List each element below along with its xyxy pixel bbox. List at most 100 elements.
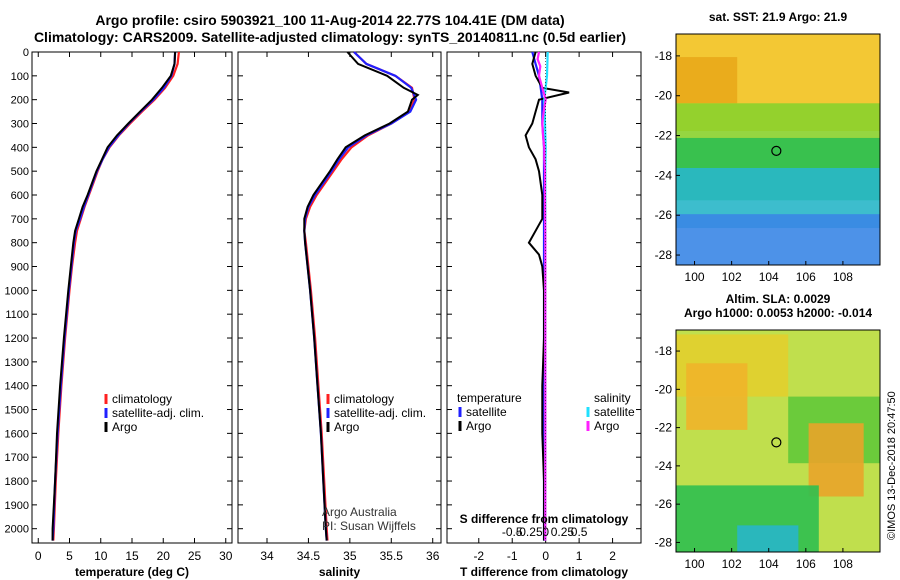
x-tick-label: 35.5 (380, 549, 404, 563)
series-line-argo (303, 51, 420, 541)
credit-line-1: Argo Australia (322, 505, 397, 519)
x-tick-label: 35 (343, 549, 357, 563)
x-tick-label: 5 (66, 549, 73, 563)
y-tick-label: 2000 (5, 524, 29, 536)
s-diff-tick-label: 0.5 (571, 525, 588, 539)
map-x-tick-label: 108 (833, 270, 853, 284)
y-tick-label: 700 (11, 214, 29, 226)
y-tick-label: 1100 (5, 309, 29, 321)
x-tick-label: 34 (260, 549, 274, 563)
map-color-region (737, 525, 799, 552)
map-y-tick-label: -18 (655, 344, 673, 358)
y-tick-label: 1300 (5, 357, 29, 369)
map-title-line: sat. SST: 21.9 Argo: 21.9 (709, 10, 848, 24)
legend-label: satellite (466, 405, 507, 419)
y-tick-label: 1800 (5, 476, 29, 488)
y-tick-label: 1600 (5, 428, 29, 440)
map-y-tick-label: -26 (655, 208, 673, 222)
map-y-tick-label: -20 (655, 382, 673, 396)
x-tick-label: 10 (94, 549, 108, 563)
map-y-tick-label: -22 (655, 129, 673, 143)
plot-frame-temp (31, 51, 233, 544)
x-tick-label: 20 (157, 549, 171, 563)
map-x-tick-label: 102 (722, 557, 742, 571)
s-diff-tick-label: 0 (542, 525, 549, 539)
map-x-tick-label: 102 (722, 270, 742, 284)
y-tick-label: 500 (11, 166, 29, 178)
plot-frame-diff (446, 51, 642, 544)
map-y-tick-label: -18 (655, 49, 673, 63)
map-frame (675, 33, 881, 266)
legend-label: satellite (594, 405, 635, 419)
legend-label: climatology (334, 392, 394, 406)
map-y-tick-label: -28 (655, 248, 673, 262)
diff-legend-title-temperature: temperature (457, 391, 522, 405)
legend-label: Argo (112, 420, 138, 434)
x-tick-label: -1 (507, 549, 518, 563)
x-tick-label: 30 (219, 549, 233, 563)
map-color-region (676, 214, 880, 265)
y-tick-label: 100 (11, 71, 29, 83)
y-tick-label: 0 (23, 47, 29, 59)
x-axis-label: temperature (deg C) (75, 565, 189, 579)
legend-label: Argo (334, 420, 360, 434)
x-tick-label: 25 (188, 549, 202, 563)
map-title-line: Argo h1000: 0.0053 h2000: -0.014 (684, 306, 872, 320)
y-tick-label: 1500 (5, 405, 29, 417)
map-x-tick-label: 106 (796, 270, 816, 284)
y-tick-label: 200 (11, 95, 29, 107)
s-diff-axis-label: S difference from climatology (460, 512, 629, 526)
y-tick-label: 1000 (5, 285, 29, 297)
map-x-tick-label: 104 (759, 557, 779, 571)
map-y-tick-label: -24 (655, 168, 673, 182)
x-tick-label: 1 (576, 549, 583, 563)
plot-frame-sal (237, 51, 442, 544)
x-axis-label: T difference from climatology (460, 565, 628, 579)
map-x-tick-label: 108 (833, 557, 853, 571)
y-tick-label: 1900 (5, 500, 29, 512)
y-tick-label: 1400 (5, 381, 29, 393)
y-tick-label: 300 (11, 119, 29, 131)
map-x-tick-label: 104 (759, 270, 779, 284)
map-color-region (686, 363, 748, 430)
series-line-argo (51, 51, 177, 541)
series-line-salinity-argo (536, 51, 547, 541)
argo-position-marker (771, 437, 782, 448)
legend-label: satellite-adj. clim. (334, 406, 426, 420)
legend-label: climatology (112, 392, 172, 406)
credit-line-2: PI: Susan Wijffels (322, 519, 416, 533)
series-line-satellite-adj-clim- (51, 51, 177, 541)
legend-label: Argo (466, 419, 492, 433)
imos-timestamp: ©IMOS 13-Dec-2018 20:47:50 (886, 391, 898, 540)
legend-label: Argo (594, 419, 620, 433)
y-tick-label: 1200 (5, 333, 29, 345)
x-tick-label: 34.5 (297, 549, 321, 563)
map-x-tick-label: 100 (685, 270, 705, 284)
diff-legend-title-salinity: salinity (594, 391, 631, 405)
s-diff-tick-label: 0.25 (551, 525, 575, 539)
title-line-1: Argo profile: csiro 5903921_100 11-Aug-2… (95, 12, 565, 28)
map-y-tick-label: -28 (655, 535, 673, 549)
argo-position-marker (771, 145, 782, 156)
series-line-climatology (52, 51, 180, 541)
series-line-satellite-adj-clim- (303, 51, 418, 541)
x-tick-label: 2 (609, 549, 616, 563)
y-tick-label: 900 (11, 262, 29, 274)
map-y-tick-label: -20 (655, 89, 673, 103)
x-tick-label: 15 (125, 549, 139, 563)
y-tick-label: 600 (11, 190, 29, 202)
map-title-line: Altim. SLA: 0.0029 (726, 292, 831, 306)
map-color-region (808, 423, 864, 497)
map-x-tick-label: 100 (685, 557, 705, 571)
y-tick-label: 1700 (5, 452, 29, 464)
y-tick-label: 400 (11, 142, 29, 154)
map-y-tick-label: -26 (655, 497, 673, 511)
map-y-tick-label: -24 (655, 459, 673, 473)
x-axis-label: salinity (319, 565, 361, 579)
legend-label: satellite-adj. clim. (112, 406, 204, 420)
series-line-temperature-argo (524, 51, 570, 541)
map-color-region (676, 57, 738, 104)
map-frame (675, 329, 881, 553)
y-tick-label: 800 (11, 238, 29, 250)
